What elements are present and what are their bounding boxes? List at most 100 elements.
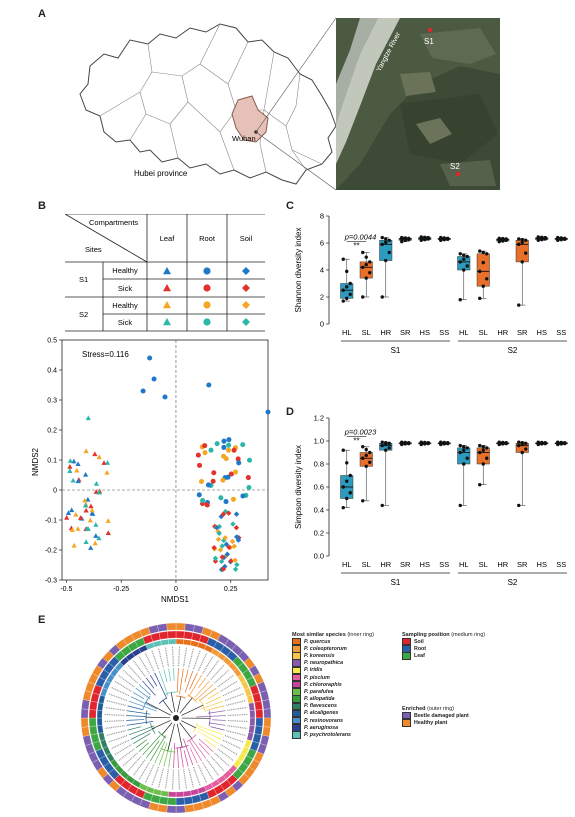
leaf-label-placeholder (227, 719, 248, 723)
tree-branch (179, 668, 184, 695)
nmds-leaf-point (83, 539, 89, 544)
table-symbol (203, 301, 211, 309)
position-ring-segment (254, 700, 263, 711)
species-ring-segment (160, 639, 169, 646)
tree-clade-arc (199, 699, 206, 712)
species-ring-segment (97, 702, 104, 711)
species-ring-segment (168, 638, 177, 645)
table-status-s1-healthy: Healthy (112, 266, 138, 275)
data-point (442, 236, 446, 240)
data-point (419, 440, 423, 444)
nmds-leaf-point (65, 510, 72, 515)
data-point (563, 441, 567, 445)
data-point (481, 448, 485, 452)
nmds-root-point (204, 502, 210, 508)
site-group-label: S2 (508, 346, 518, 355)
x-tick-label: SL (479, 328, 488, 337)
nmds-leaf-point (85, 415, 91, 421)
tree-backbone (162, 700, 173, 714)
nmds-axes: 0.5 0.4 0.3 0.2 0.1 0 -0.1 -0.2 -0.3-0.5 -0.25 0 0.… (45, 338, 269, 593)
data-point (517, 503, 521, 508)
legend-label: Healthy plant (414, 719, 448, 726)
table-symbol (163, 318, 171, 326)
species-ring-segment (152, 640, 162, 648)
nmds-ytick-label: 0.2 (47, 428, 57, 435)
data-point (348, 281, 352, 286)
leaf-label-placeholder (210, 664, 225, 680)
data-point (536, 440, 540, 444)
nmds-leaf-point (83, 507, 89, 513)
enriched-ring-segment (166, 805, 177, 814)
leaf-label-placeholder (206, 759, 220, 777)
tree-backbone (146, 716, 171, 719)
species-ring-segment (190, 788, 200, 796)
significance-stars: ** (353, 436, 359, 445)
zoom-line-bottom (255, 131, 337, 191)
nmds-leaf-point (82, 497, 88, 503)
position-ring-segment (158, 796, 169, 805)
tree-branch (158, 743, 168, 766)
x-tick-label: HL (342, 328, 352, 337)
tree-clade-arc (208, 710, 211, 727)
species-ring-segment (96, 717, 103, 726)
data-point (368, 450, 372, 455)
data-point (543, 235, 547, 240)
species-legend-item: P. flavescens (292, 702, 402, 711)
x-tick-label: HR (497, 328, 508, 337)
nmds-leaf-point (69, 507, 75, 513)
tree-branch (198, 743, 210, 756)
nmds-root-point (221, 438, 227, 444)
x-tick-label: SS (556, 328, 566, 337)
leaf-label-placeholder (177, 646, 181, 667)
legend-label: Leaf (414, 652, 425, 659)
tree-branch (154, 672, 167, 699)
data-point (407, 236, 411, 240)
x-tick-label: SR (517, 560, 528, 569)
tree-branch (173, 742, 176, 768)
tree-branch (212, 719, 226, 721)
nmds-leaf-point (71, 458, 77, 464)
tree-branch (145, 740, 160, 759)
legend-swatch (292, 702, 301, 711)
leaf-label-placeholder (151, 766, 160, 786)
nmds-leaf-point (83, 471, 89, 477)
site-group-label: S2 (508, 578, 518, 587)
enriched-legend-note: (outer ring) (427, 706, 454, 712)
nmds-root-point (211, 470, 217, 476)
nmds-root-point (225, 447, 231, 453)
data-point (364, 262, 368, 267)
tree-clade-arc (175, 695, 186, 699)
y-tick-label: 0.8 (314, 460, 324, 469)
data-point (348, 491, 352, 495)
data-point (478, 249, 482, 253)
species-ring-segment (248, 702, 255, 711)
species-ring-segment (183, 639, 192, 646)
enriched-ring-segment (193, 802, 204, 812)
tree-branch (197, 728, 222, 740)
data-point (426, 441, 430, 445)
data-point (497, 236, 501, 240)
tree-branch (135, 739, 147, 749)
tree-branch (189, 672, 198, 690)
tree-branch (127, 705, 144, 711)
species-legend-item: P. piscium (292, 673, 402, 682)
nmds-root-point (218, 495, 224, 501)
species-legend-item: P. aeruginosa (292, 724, 402, 732)
legend-swatch (292, 673, 301, 682)
tree-branch (206, 705, 225, 711)
data-point (345, 285, 349, 289)
nmds-root-point (151, 376, 157, 382)
table-symbol (242, 284, 250, 292)
data-point (442, 440, 446, 445)
nmds-leaf-point (69, 527, 75, 532)
x-tick-label: SR (400, 560, 411, 569)
enriched-ring-segment (184, 804, 195, 813)
data-point (485, 446, 489, 450)
enriched-ring-segment (82, 735, 92, 746)
nmds-leaf-point (104, 469, 110, 475)
leaf-label-placeholder (197, 764, 208, 784)
species-legend-item: P. iridis (292, 666, 402, 675)
legend-label: P. iridis (304, 667, 323, 674)
position-ring-segment (88, 717, 97, 727)
leaf-label-placeholder (192, 766, 201, 786)
